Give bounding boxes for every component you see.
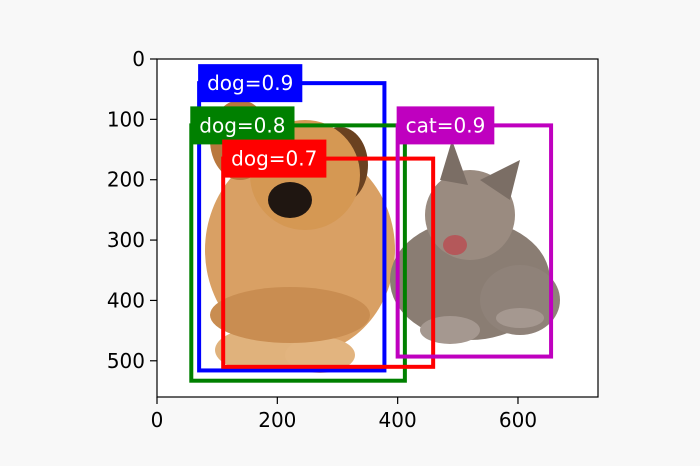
bounding-box-dog: dog=0.9 [197,64,387,373]
bounding-box-rect [221,156,436,369]
bounding-boxes: dog=0.9 dog=0.8 dog=0.7 cat=0.9 [189,64,554,383]
bounding-box-label: cat=0.9 [396,106,495,145]
bounding-box-dog: dog=0.8 [189,106,407,383]
x-tick-label: 0 [151,408,164,432]
cat-shape [390,140,560,344]
label-background [190,106,295,145]
y-tick-label: 300 [107,228,145,252]
x-tick-label: 200 [258,408,296,432]
y-tick-label: 500 [107,349,145,373]
label-background [222,139,327,178]
y-tick-label: 0 [132,47,145,71]
y-axis: 0 100 200 300 400 500 [107,47,157,373]
label-text: cat=0.9 [406,113,486,137]
label-background [198,64,303,103]
x-tick-label: 600 [499,408,537,432]
x-axis: 0 200 400 600 [151,397,537,432]
bounding-box-label: dog=0.8 [190,106,295,145]
bounding-box-dog: dog=0.7 [221,139,436,369]
axes-frame [156,58,599,398]
label-text: dog=0.9 [207,71,293,95]
label-text: dog=0.8 [199,113,285,137]
label-text: dog=0.7 [231,147,317,171]
y-tick-label: 100 [107,107,145,131]
y-tick-label: 200 [107,168,145,192]
y-tick-label: 400 [107,288,145,312]
bounding-box-rect [189,123,407,383]
x-tick-label: 400 [379,408,417,432]
label-background [396,106,495,145]
bounding-box-label: dog=0.7 [222,139,327,178]
bounding-box-cat: cat=0.9 [395,106,554,359]
bounding-box-label: dog=0.9 [198,64,303,103]
